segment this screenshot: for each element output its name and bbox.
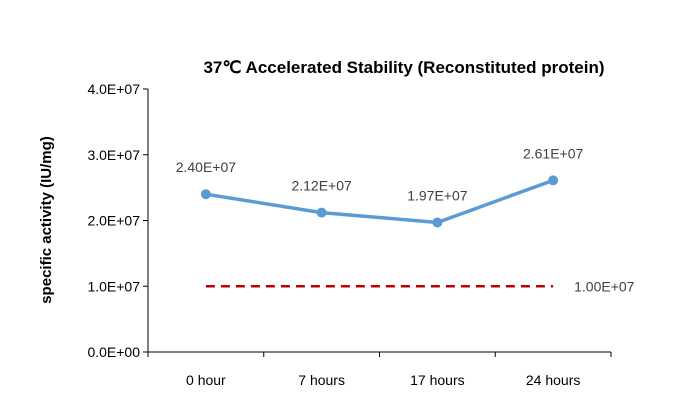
data-point [200,189,211,200]
y-axis-label: specific activity (IU/mg) [38,136,55,304]
data-label: 2.40E+07 [176,159,237,175]
data-point [432,217,443,228]
data-label: 2.12E+07 [291,178,352,194]
reference-line-group: 1.00E+07 [205,278,635,294]
chart-title: 37℃ Accelerated Stability (Reconstituted… [203,58,604,77]
series-group: 2.40E+07 2.12E+07 1.97E+07 2.61E+07 [176,145,584,228]
y-tick-label: 4.0E+07 [87,81,140,97]
y-tick-label: 0.0E+00 [87,344,140,360]
axes: 0.0E+00 1.0E+07 2.0E+07 3.0E+07 4.0E+07 0 hou… [87,81,612,388]
x-tick-label: 0 hour [186,372,226,388]
x-tick-label: 17 hours [410,372,464,388]
reference-line-label: 1.00E+07 [574,278,635,294]
y-tick-label: 3.0E+07 [87,147,140,163]
data-point [548,175,559,186]
x-tick-label: 7 hours [298,372,345,388]
series-line [204,178,555,225]
data-point [316,207,327,218]
y-tick-label: 1.0E+07 [87,278,140,294]
data-label: 1.97E+07 [407,187,468,203]
y-tick-label: 2.0E+07 [87,213,140,229]
data-label: 2.61E+07 [523,145,584,161]
x-tick-label: 24 hours [526,372,580,388]
